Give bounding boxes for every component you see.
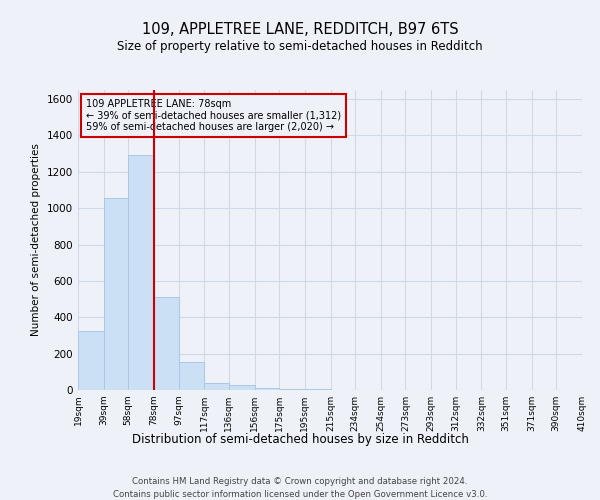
Text: Contains public sector information licensed under the Open Government Licence v3: Contains public sector information licen… xyxy=(113,490,487,499)
Bar xyxy=(104,198,128,390)
Text: Distribution of semi-detached houses by size in Redditch: Distribution of semi-detached houses by … xyxy=(131,432,469,446)
Text: Contains HM Land Registry data © Crown copyright and database right 2024.: Contains HM Land Registry data © Crown c… xyxy=(132,478,468,486)
Bar xyxy=(154,298,179,390)
Bar xyxy=(128,154,154,390)
Text: 109 APPLETREE LANE: 78sqm
← 39% of semi-detached houses are smaller (1,312)
59% : 109 APPLETREE LANE: 78sqm ← 39% of semi-… xyxy=(86,99,341,132)
Bar xyxy=(78,331,104,390)
Bar xyxy=(205,382,229,390)
Bar xyxy=(279,389,305,390)
Y-axis label: Number of semi-detached properties: Number of semi-detached properties xyxy=(31,144,41,336)
Text: 109, APPLETREE LANE, REDDITCH, B97 6TS: 109, APPLETREE LANE, REDDITCH, B97 6TS xyxy=(142,22,458,38)
Bar xyxy=(179,362,205,390)
Bar xyxy=(229,386,254,390)
Text: Size of property relative to semi-detached houses in Redditch: Size of property relative to semi-detach… xyxy=(117,40,483,53)
Bar xyxy=(254,388,279,390)
